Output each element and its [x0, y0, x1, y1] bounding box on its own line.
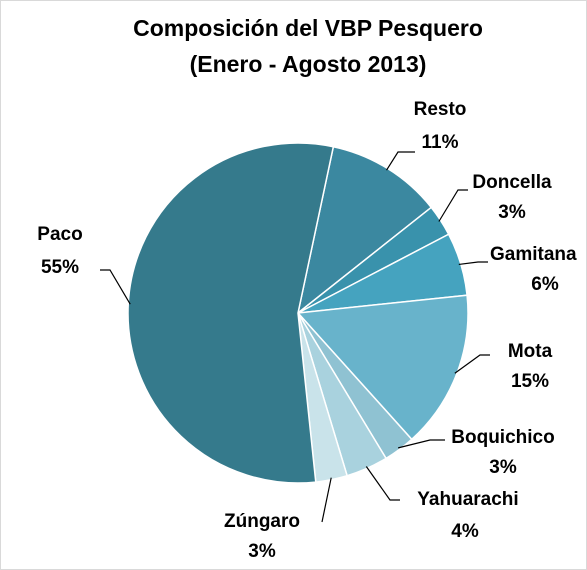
value-label: 3% [248, 541, 276, 562]
chart-subtitle: (Enero - Agosto 2013) [190, 51, 427, 77]
leader-line [438, 189, 468, 222]
leader-line [100, 269, 131, 305]
category-label: Paco [37, 224, 82, 245]
value-label: 4% [451, 521, 479, 542]
value-label: 15% [511, 371, 549, 392]
leader-line [386, 151, 415, 171]
value-label: 11% [422, 132, 459, 153]
category-label: Gamitana [490, 244, 577, 265]
category-label: Doncella [472, 172, 552, 193]
leader-line [398, 439, 445, 449]
value-label: 3% [498, 202, 526, 223]
category-label: Zúngaro [224, 511, 300, 532]
value-label: 55% [41, 257, 79, 278]
leader-line [454, 354, 490, 374]
category-label: Yahuarachi [417, 489, 518, 510]
category-label: Resto [414, 99, 467, 120]
value-label: 6% [531, 274, 559, 295]
category-label: Boquichico [451, 427, 554, 448]
pie-slice [296, 294, 469, 441]
pie-slice [127, 142, 335, 484]
category-label: Mota [508, 341, 553, 362]
leader-line [458, 261, 488, 266]
leader-line [365, 466, 400, 501]
leader-line [321, 477, 332, 523]
chart-title: Composición del VBP Pesquero [133, 15, 483, 41]
value-label: 3% [489, 457, 517, 478]
